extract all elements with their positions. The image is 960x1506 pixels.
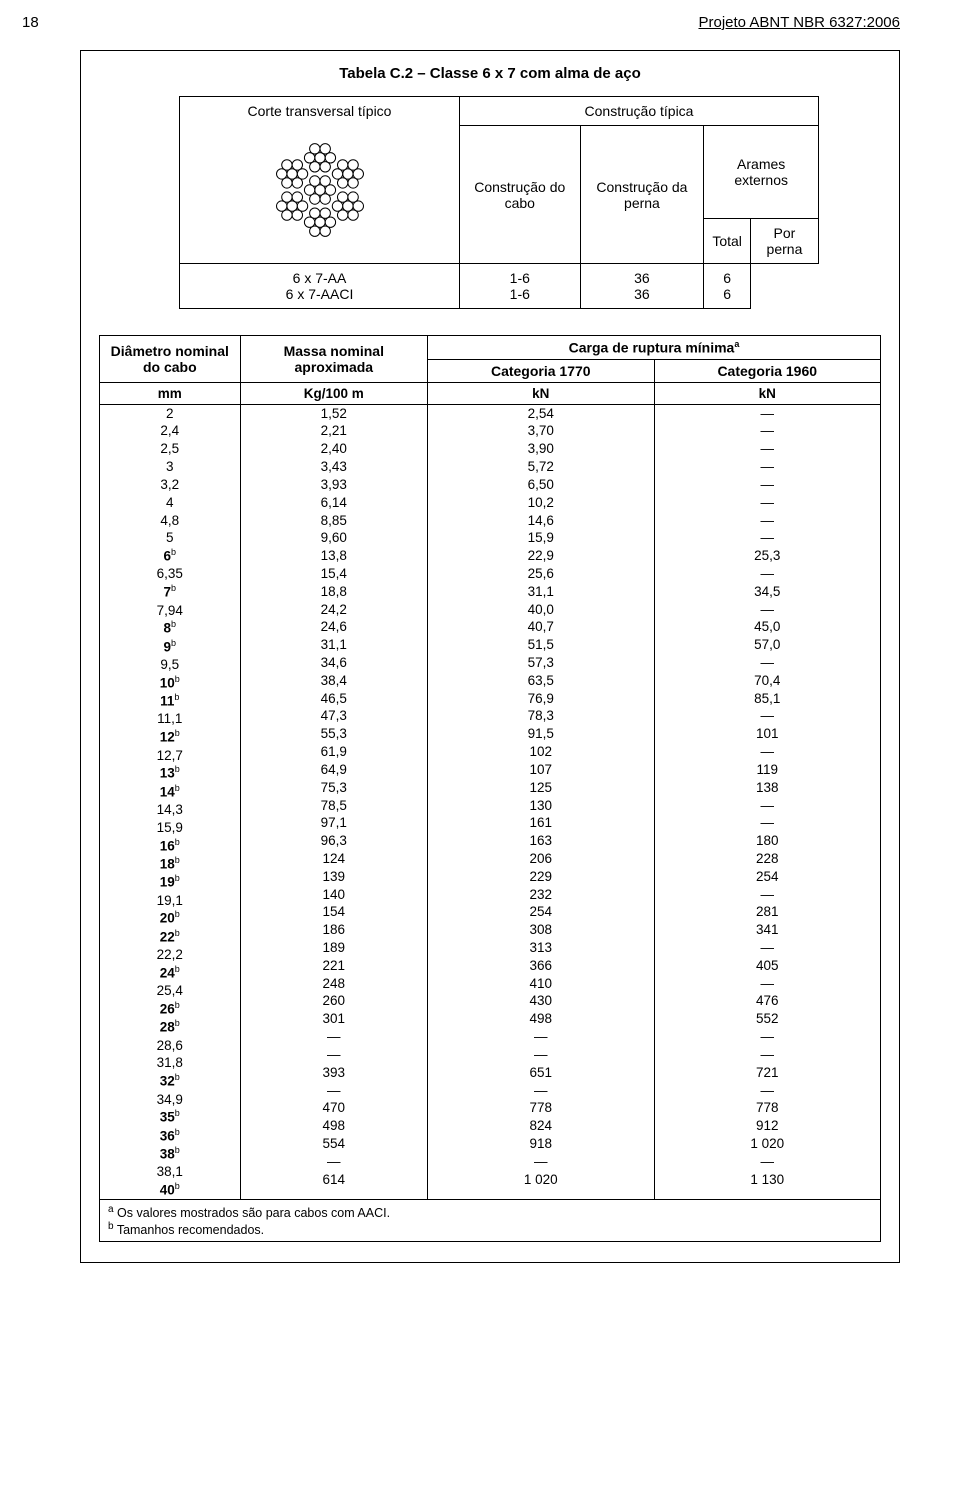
- page: 18 Projeto ABNT NBR 6327:2006 Tabela C.2…: [0, 0, 960, 1303]
- construction-cell: 6 x 7-AA6 x 7-AACI: [180, 264, 460, 309]
- construction-table: Corte transversal típico Construção típi…: [179, 96, 819, 309]
- unit-kn1: kN: [428, 382, 654, 404]
- col-total-header: Total: [704, 219, 751, 264]
- hdr-cat1: Categoria 1770: [428, 359, 654, 382]
- unit-mm: mm: [100, 382, 241, 404]
- header-project: Projeto ABNT NBR 6327:2006: [698, 14, 900, 31]
- page-number: 18: [22, 14, 39, 31]
- cross-section-cell: Corte transversal típico: [180, 97, 460, 264]
- footnote-a-text: Os valores mostrados são para cabos com …: [117, 1207, 390, 1221]
- footnote-a: a Os valores mostrados são para cabos co…: [108, 1204, 872, 1220]
- unit-kn2: kN: [654, 382, 881, 404]
- top-section: Corte transversal típico Construção típi…: [179, 96, 881, 309]
- hdr-load-sup: a: [734, 339, 739, 349]
- footnotes: a Os valores mostrados são para cabos co…: [99, 1200, 881, 1241]
- footnote-b: b Tamanhos recomendados.: [108, 1221, 872, 1237]
- data-column: 1,522,212,403,433,936,148,859,6013,815,4…: [240, 404, 427, 1200]
- table-frame: Tabela C.2 – Classe 6 x 7 com alma de aç…: [80, 50, 900, 1263]
- cross-section-label: Corte transversal típico: [188, 103, 451, 119]
- construction-label: Construção típica: [460, 97, 819, 126]
- data-table: Diâmetro nominal do cabo Massa nominal a…: [99, 335, 881, 1200]
- hdr-diameter: Diâmetro nominal do cabo: [100, 336, 241, 383]
- footnote-b-text: Tamanhos recomendados.: [117, 1223, 264, 1237]
- col-strand-header: Construção da perna: [580, 126, 704, 264]
- cable-diagram: [255, 125, 385, 255]
- construction-cell: 1-61-6: [460, 264, 581, 309]
- construction-cell: 3636: [580, 264, 704, 309]
- hdr-mass: Massa nominal aproximada: [240, 336, 427, 383]
- hdr-load-text: Carga de ruptura mínima: [569, 340, 735, 356]
- hdr-load: Carga de ruptura mínimaa: [428, 336, 881, 360]
- data-column: 2,543,703,905,726,5010,214,615,922,925,6…: [428, 404, 654, 1200]
- construction-cell: 66: [704, 264, 751, 309]
- col-cable-header: Construção do cabo: [460, 126, 581, 264]
- unit-kg: Kg/100 m: [240, 382, 427, 404]
- table-title: Tabela C.2 – Classe 6 x 7 com alma de aç…: [99, 65, 881, 82]
- data-column: 22,42,533,244,856b6,357b7,948b9b9,510b11…: [100, 404, 241, 1200]
- data-column: ――――――――25,3―34,5―45,057,0―70,485,1―101―…: [654, 404, 881, 1200]
- col-wires-header: Arames externos: [704, 126, 819, 219]
- col-per-header: Por perna: [750, 219, 818, 264]
- hdr-cat2: Categoria 1960: [654, 359, 881, 382]
